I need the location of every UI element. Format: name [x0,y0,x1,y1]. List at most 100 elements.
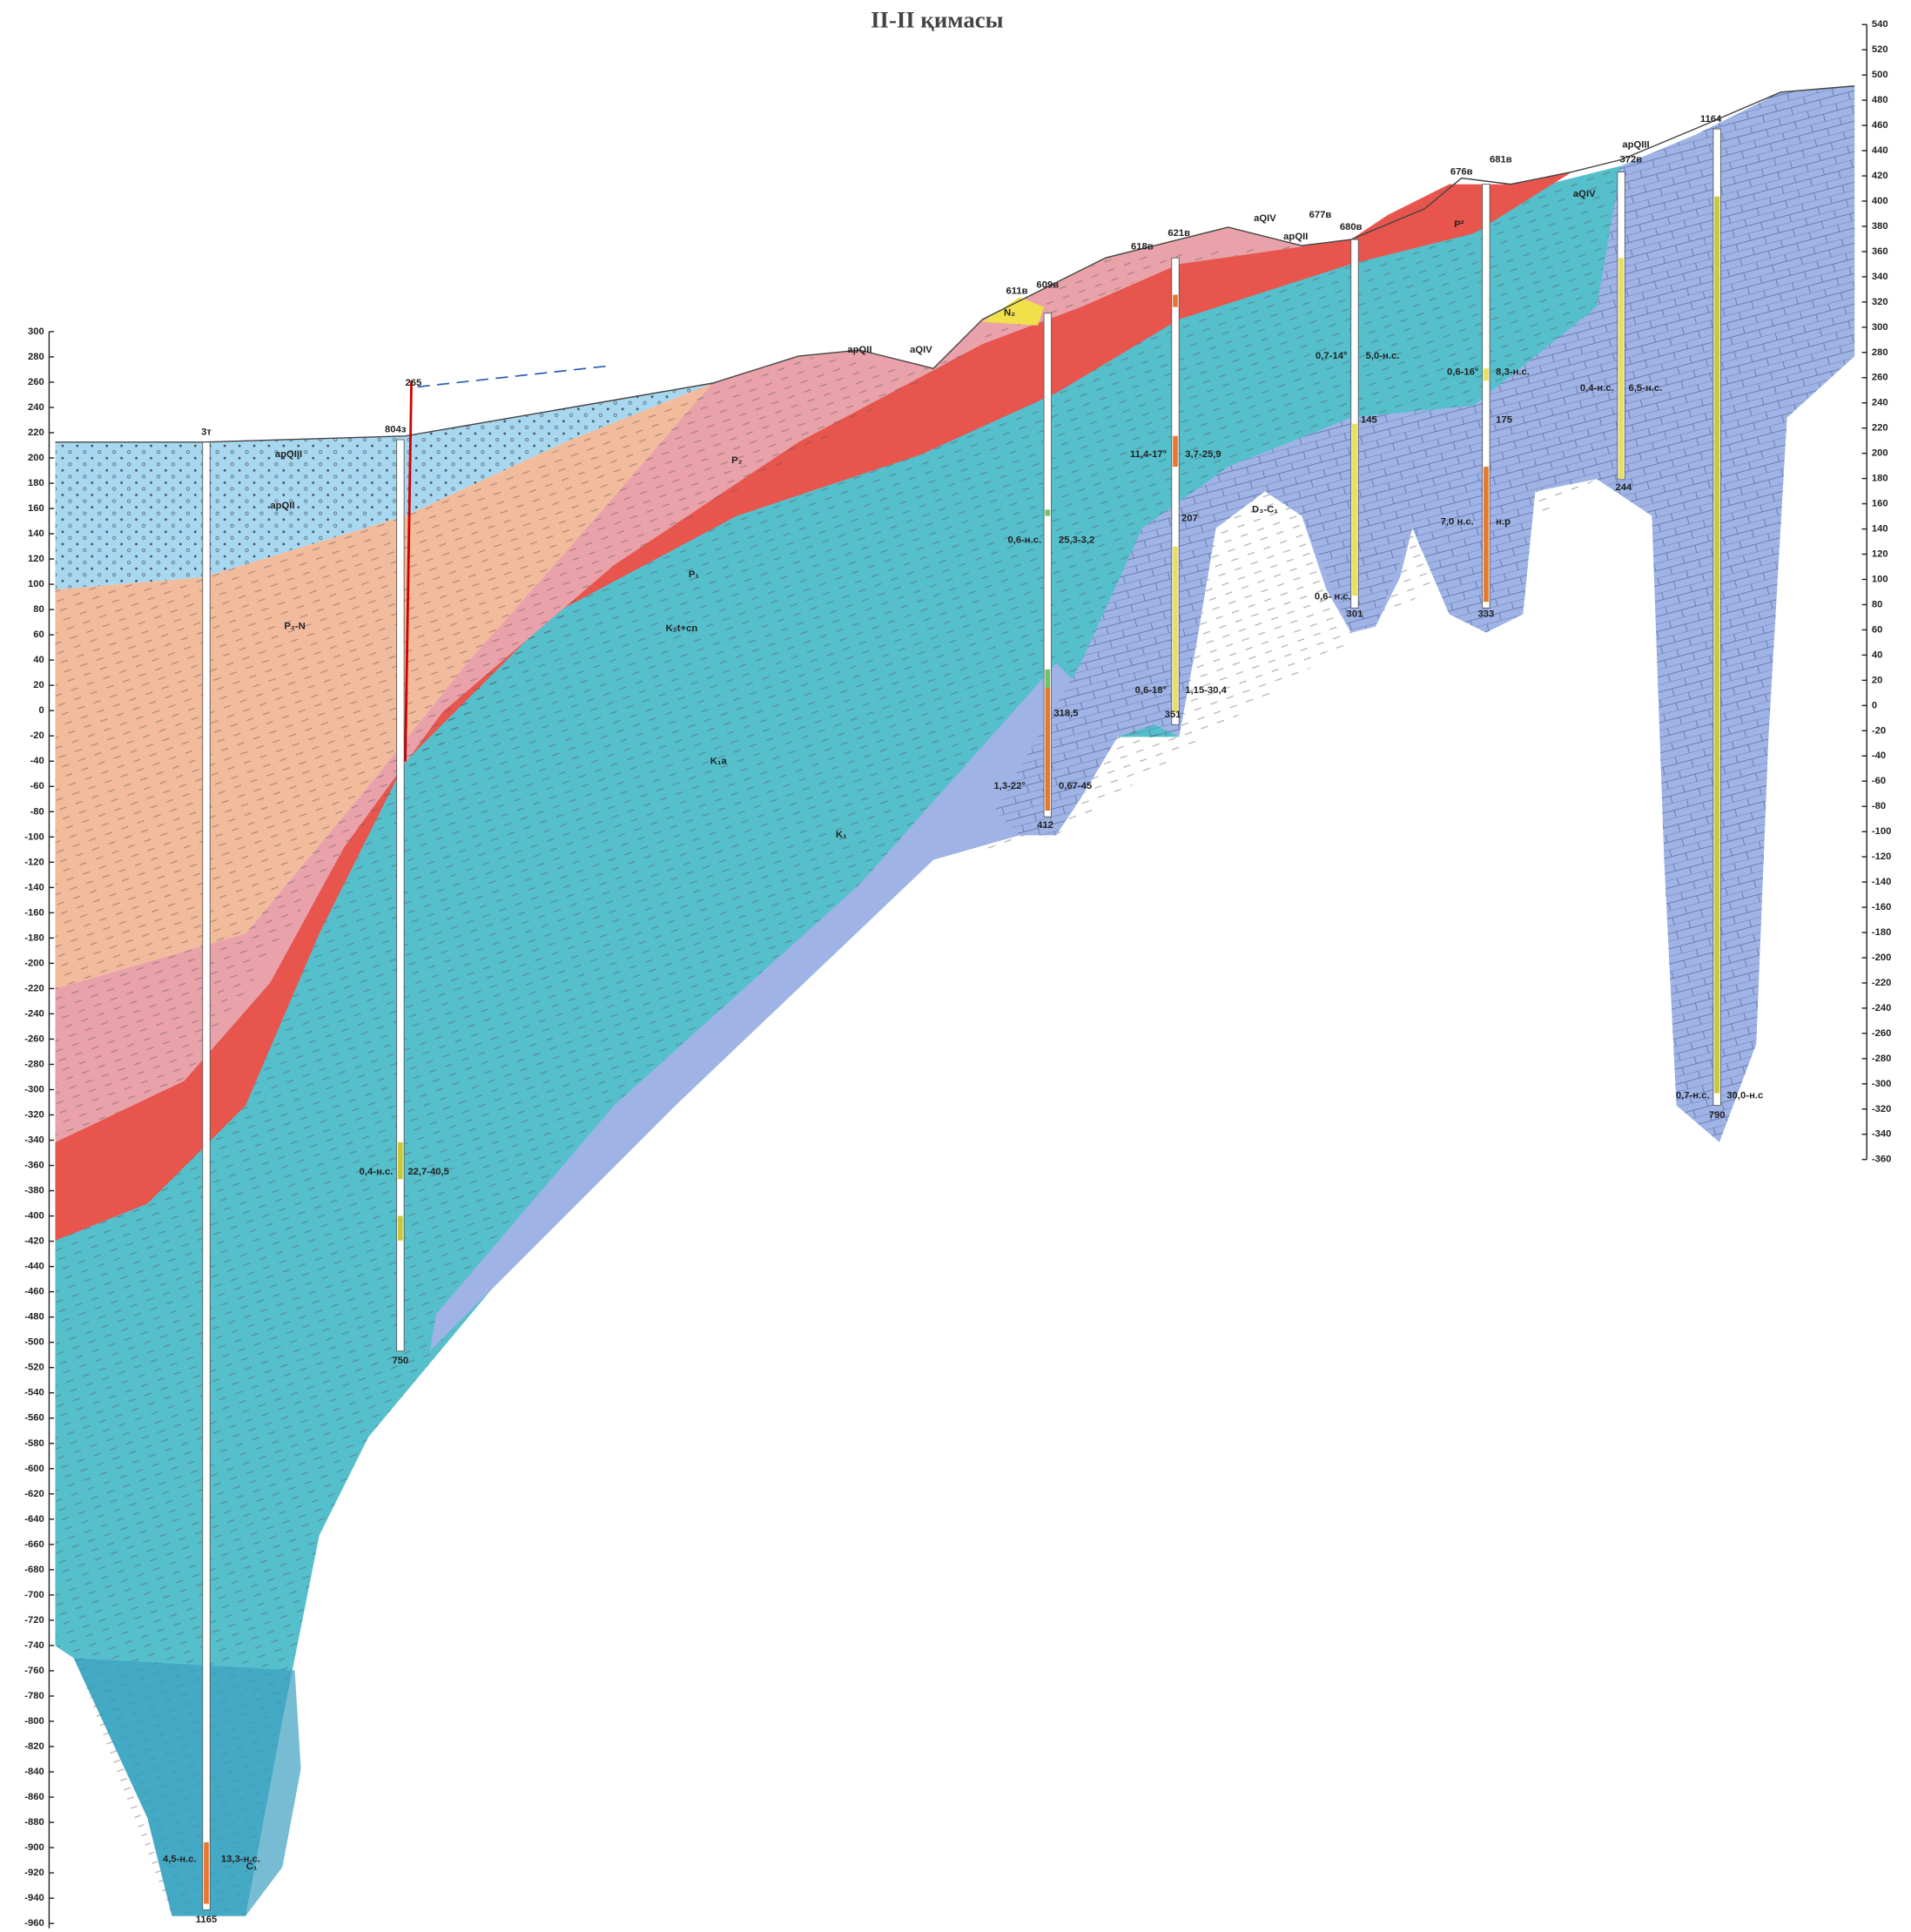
layer-label: D₃-C₁ [1252,504,1278,515]
tick-label: 220 [28,427,44,438]
tick-label: 240 [1872,398,1888,408]
tick-label: -780 [24,1691,44,1701]
tick-label: -800 [24,1716,44,1727]
tick-label: -720 [24,1615,44,1626]
tick-label: -860 [24,1792,44,1802]
well-screen [1045,688,1050,811]
tick-label: -680 [24,1565,44,1575]
tick-label: -640 [24,1514,44,1525]
layer-label: aQIV [1254,213,1276,224]
tick-label: -700 [24,1590,44,1600]
tick-label: 0 [1872,700,1877,710]
well-screen [1484,467,1489,602]
tick-label: 80 [33,604,44,615]
well-note: 265 [406,378,422,388]
tick-label: -480 [24,1312,44,1323]
tick-label: -280 [1872,1054,1892,1064]
well-label: 609в [1036,279,1059,290]
layer-label: apQIII [275,449,302,460]
layer-label: aQIV [910,345,932,355]
tick-label: -500 [24,1337,44,1348]
tick-label: -320 [24,1110,44,1121]
layer-label: C₁ [246,1861,258,1872]
well-screen [1618,258,1624,479]
tick-label: 120 [28,554,44,564]
well-note: 0,6-н.с. [1007,535,1041,546]
well-label: 621в [1167,228,1190,239]
well-note: 0,6-16° [1447,367,1479,377]
well-depth: 333 [1478,609,1495,619]
tick-label: -100 [24,831,44,842]
tick-label: -80 [1872,801,1886,811]
tick-label: 180 [1872,474,1888,484]
tick-label: -520 [24,1363,44,1373]
tick-label: -440 [24,1262,44,1272]
dashed-line [418,366,609,387]
well-note: 11,4-17° [1130,449,1167,460]
well-label: 3т [201,427,212,438]
tick-label: -900 [24,1842,44,1853]
tick-label: -940 [24,1893,44,1903]
well-note: 0,4-н.с. [1580,383,1614,394]
tick-label: -360 [24,1161,44,1171]
tick-label: -340 [1872,1129,1892,1140]
well-label: 372в [1620,154,1643,165]
tick-label: -280 [24,1059,44,1069]
well-label: 680в [1340,222,1363,232]
tick-label: 540 [1872,19,1888,30]
deep-layer [74,1658,301,1915]
tick-label: -300 [24,1084,44,1094]
well-label: 681в [1490,154,1512,165]
layer-label: K₁ [836,830,847,840]
layer-label: N₂ [1004,308,1015,319]
tick-label: 180 [28,478,44,488]
well-note: 5,0-н.с. [1366,351,1400,361]
tick-label: 100 [1872,574,1888,584]
well-note: 175 [1496,414,1512,425]
layer-label: P₁ [689,569,700,580]
well-screen [1045,670,1050,688]
well [203,442,210,1910]
tick-label: 520 [1872,44,1888,55]
well-screen [1173,295,1178,307]
tick-label: -540 [24,1388,44,1398]
tick-label: -660 [24,1539,44,1550]
tick-label: -420 [24,1236,44,1247]
well-label: 618в [1131,242,1154,252]
well-screen [1714,197,1719,1094]
well-label: 677в [1309,210,1332,220]
tick-label: -260 [1872,1028,1892,1039]
well-note: 0,7-14° [1315,351,1348,361]
tick-label: 220 [1872,423,1888,434]
tick-label: 20 [1872,675,1883,685]
tick-label: 260 [28,377,44,387]
well-label: 804з [385,425,407,435]
well-note: 1,3-22° [993,781,1026,791]
tick-label: 340 [1872,272,1888,282]
well-screen [1484,368,1489,380]
tick-label: 320 [1872,297,1888,307]
well-note: н.р [1496,517,1511,528]
tick-label: -920 [24,1868,44,1878]
tick-label: 400 [1872,196,1888,206]
cross-section: II-II қимасы 300280260240220200180160140… [0,0,1911,1932]
tick-label: 240 [28,402,44,413]
layers [55,86,1854,1916]
well-depth: 790 [1709,1110,1726,1121]
tick-label: -160 [1872,902,1892,912]
tick-label: 280 [1872,347,1888,358]
well-note: 4,5-н.с. [163,1855,197,1865]
well-note: 0,7-н.с. [1676,1090,1710,1101]
well-note: 318,5 [1053,709,1078,719]
tick-label: 360 [1872,246,1888,257]
well-screen [1173,547,1178,712]
well-note: 1,15-30,4 [1185,685,1227,696]
well [397,440,404,1351]
well-note: 0,4-н.с. [360,1167,394,1177]
tick-label: -620 [24,1489,44,1499]
well-note: 22,7-40,5 [407,1167,449,1177]
tick-label: 140 [28,528,44,539]
tick-label: 80 [1872,599,1883,609]
well-depth: 412 [1037,820,1053,831]
layer-label: K₁a [710,757,728,767]
